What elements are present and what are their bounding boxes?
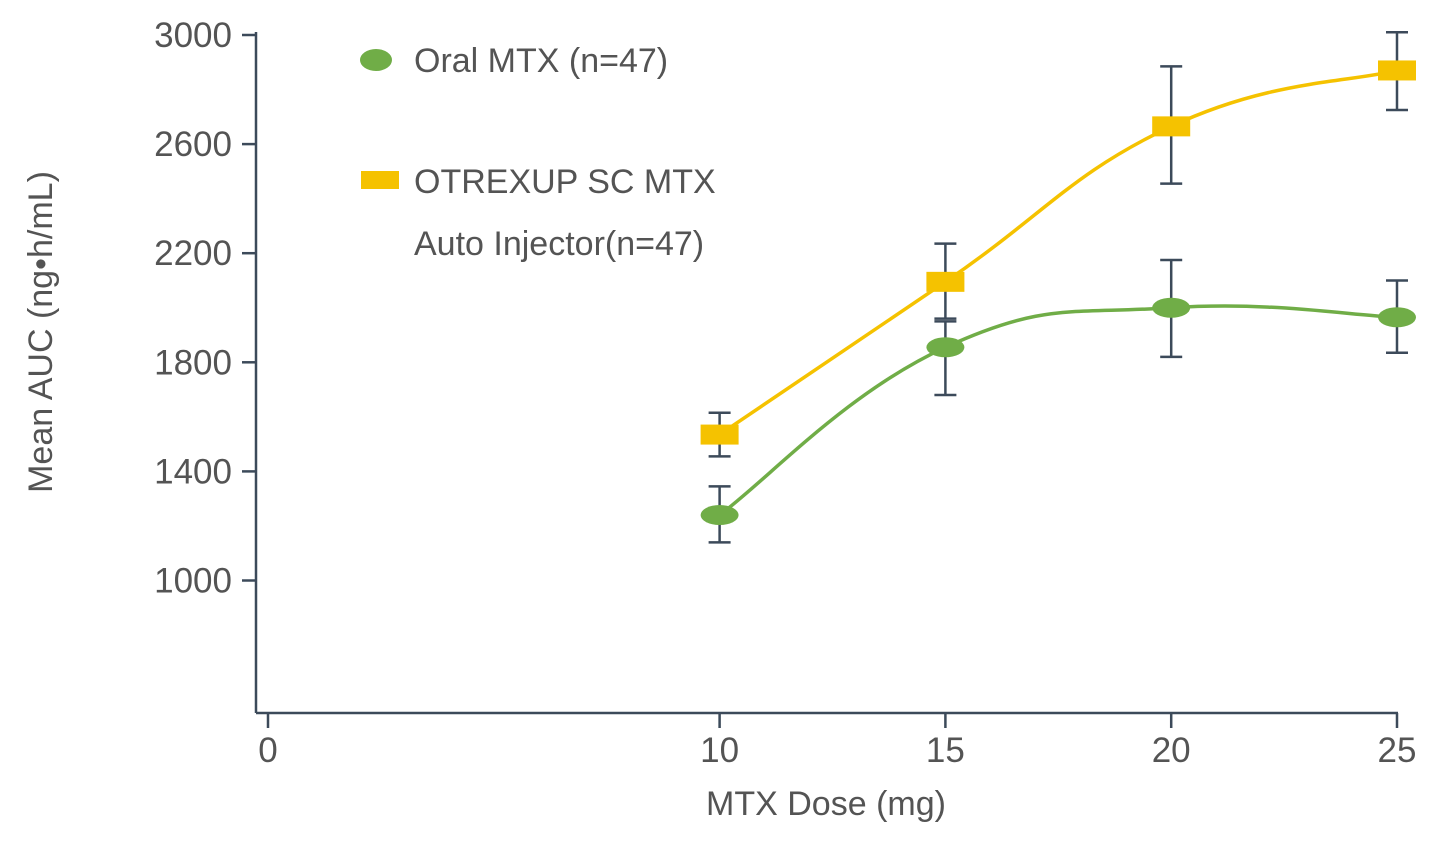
legend: Oral MTX (n=47) OTREXUP SC MTX Auto Inje… — [360, 42, 716, 263]
y-tick-label: 2200 — [154, 234, 232, 273]
data-point-otrexup — [926, 271, 965, 292]
series-line-otrexup — [718, 68, 1398, 437]
series — [700, 31, 1416, 544]
legend-marker-otrexup — [361, 171, 399, 189]
x-ticks: 0 10 15 20 25 — [258, 713, 1416, 770]
legend-label-otrexup-line-1: OTREXUP SC MTX — [414, 163, 716, 201]
x-tick-label: 15 — [926, 731, 965, 770]
error-bar-oral — [934, 320, 957, 397]
data-point-otrexup — [700, 424, 739, 445]
legend-label-otrexup-line-2: Auto Injector(n=47) — [414, 225, 704, 263]
y-tick-label: 1000 — [154, 562, 232, 601]
series-line-oral — [718, 304, 1398, 517]
y-tick-label: 1400 — [154, 452, 232, 491]
y-tick-label: 1800 — [154, 343, 232, 382]
series-otrexup — [700, 31, 1416, 458]
data-point-oral — [1152, 297, 1191, 318]
y-tick-label: 3000 — [154, 16, 232, 55]
y-ticks: 1000 1400 1800 2200 2600 3000 — [154, 16, 256, 601]
y-tick-label: 2600 — [154, 125, 232, 164]
y-axis-title: Mean AUC (ng•h/mL) — [22, 171, 60, 493]
x-tick-label: 10 — [700, 731, 739, 770]
axes — [254, 32, 1398, 715]
legend-marker-oral — [360, 49, 392, 71]
series-oral — [700, 258, 1416, 544]
data-point-oral — [1378, 307, 1416, 328]
x-tick-label: 25 — [1378, 731, 1417, 770]
x-axis-title: MTX Dose (mg) — [706, 785, 946, 823]
data-point-otrexup — [1378, 60, 1416, 81]
x-tick-label: 0 — [258, 731, 277, 770]
x-tick-label: 20 — [1152, 731, 1191, 770]
data-point-oral — [926, 337, 965, 358]
legend-label-oral: Oral MTX (n=47) — [414, 42, 668, 80]
data-point-otrexup — [1152, 116, 1191, 137]
data-point-oral — [700, 505, 739, 526]
